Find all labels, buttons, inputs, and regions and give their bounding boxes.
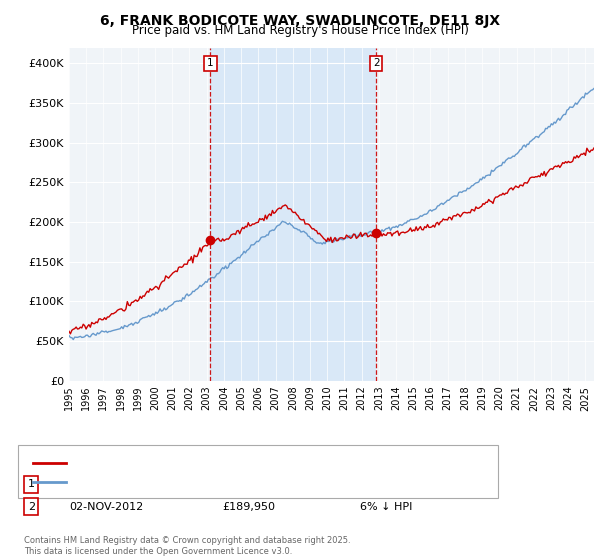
Text: £189,950: £189,950 [222, 502, 275, 512]
Text: 2: 2 [373, 58, 379, 68]
Text: 10% ↑ HPI: 10% ↑ HPI [360, 479, 419, 489]
Text: 6, FRANK BODICOTE WAY, SWADLINCOTE, DE11 8JX (detached house): 6, FRANK BODICOTE WAY, SWADLINCOTE, DE11… [72, 458, 435, 468]
Text: 2: 2 [28, 502, 35, 512]
Text: 1: 1 [207, 58, 214, 68]
Text: Contains HM Land Registry data © Crown copyright and database right 2025.
This d: Contains HM Land Registry data © Crown c… [24, 536, 350, 556]
Text: 21-MAR-2003: 21-MAR-2003 [69, 479, 144, 489]
Bar [211, 48, 376, 381]
Text: HPI: Average price, detached house, South Derbyshire: HPI: Average price, detached house, Sout… [72, 477, 356, 487]
Text: Price paid vs. HM Land Registry's House Price Index (HPI): Price paid vs. HM Land Registry's House … [131, 24, 469, 37]
Text: 02-NOV-2012: 02-NOV-2012 [69, 502, 143, 512]
Text: 6, FRANK BODICOTE WAY, SWADLINCOTE, DE11 8JX: 6, FRANK BODICOTE WAY, SWADLINCOTE, DE11… [100, 14, 500, 28]
Text: 1: 1 [28, 479, 35, 489]
Text: £177,495: £177,495 [222, 479, 275, 489]
Text: 6% ↓ HPI: 6% ↓ HPI [360, 502, 412, 512]
